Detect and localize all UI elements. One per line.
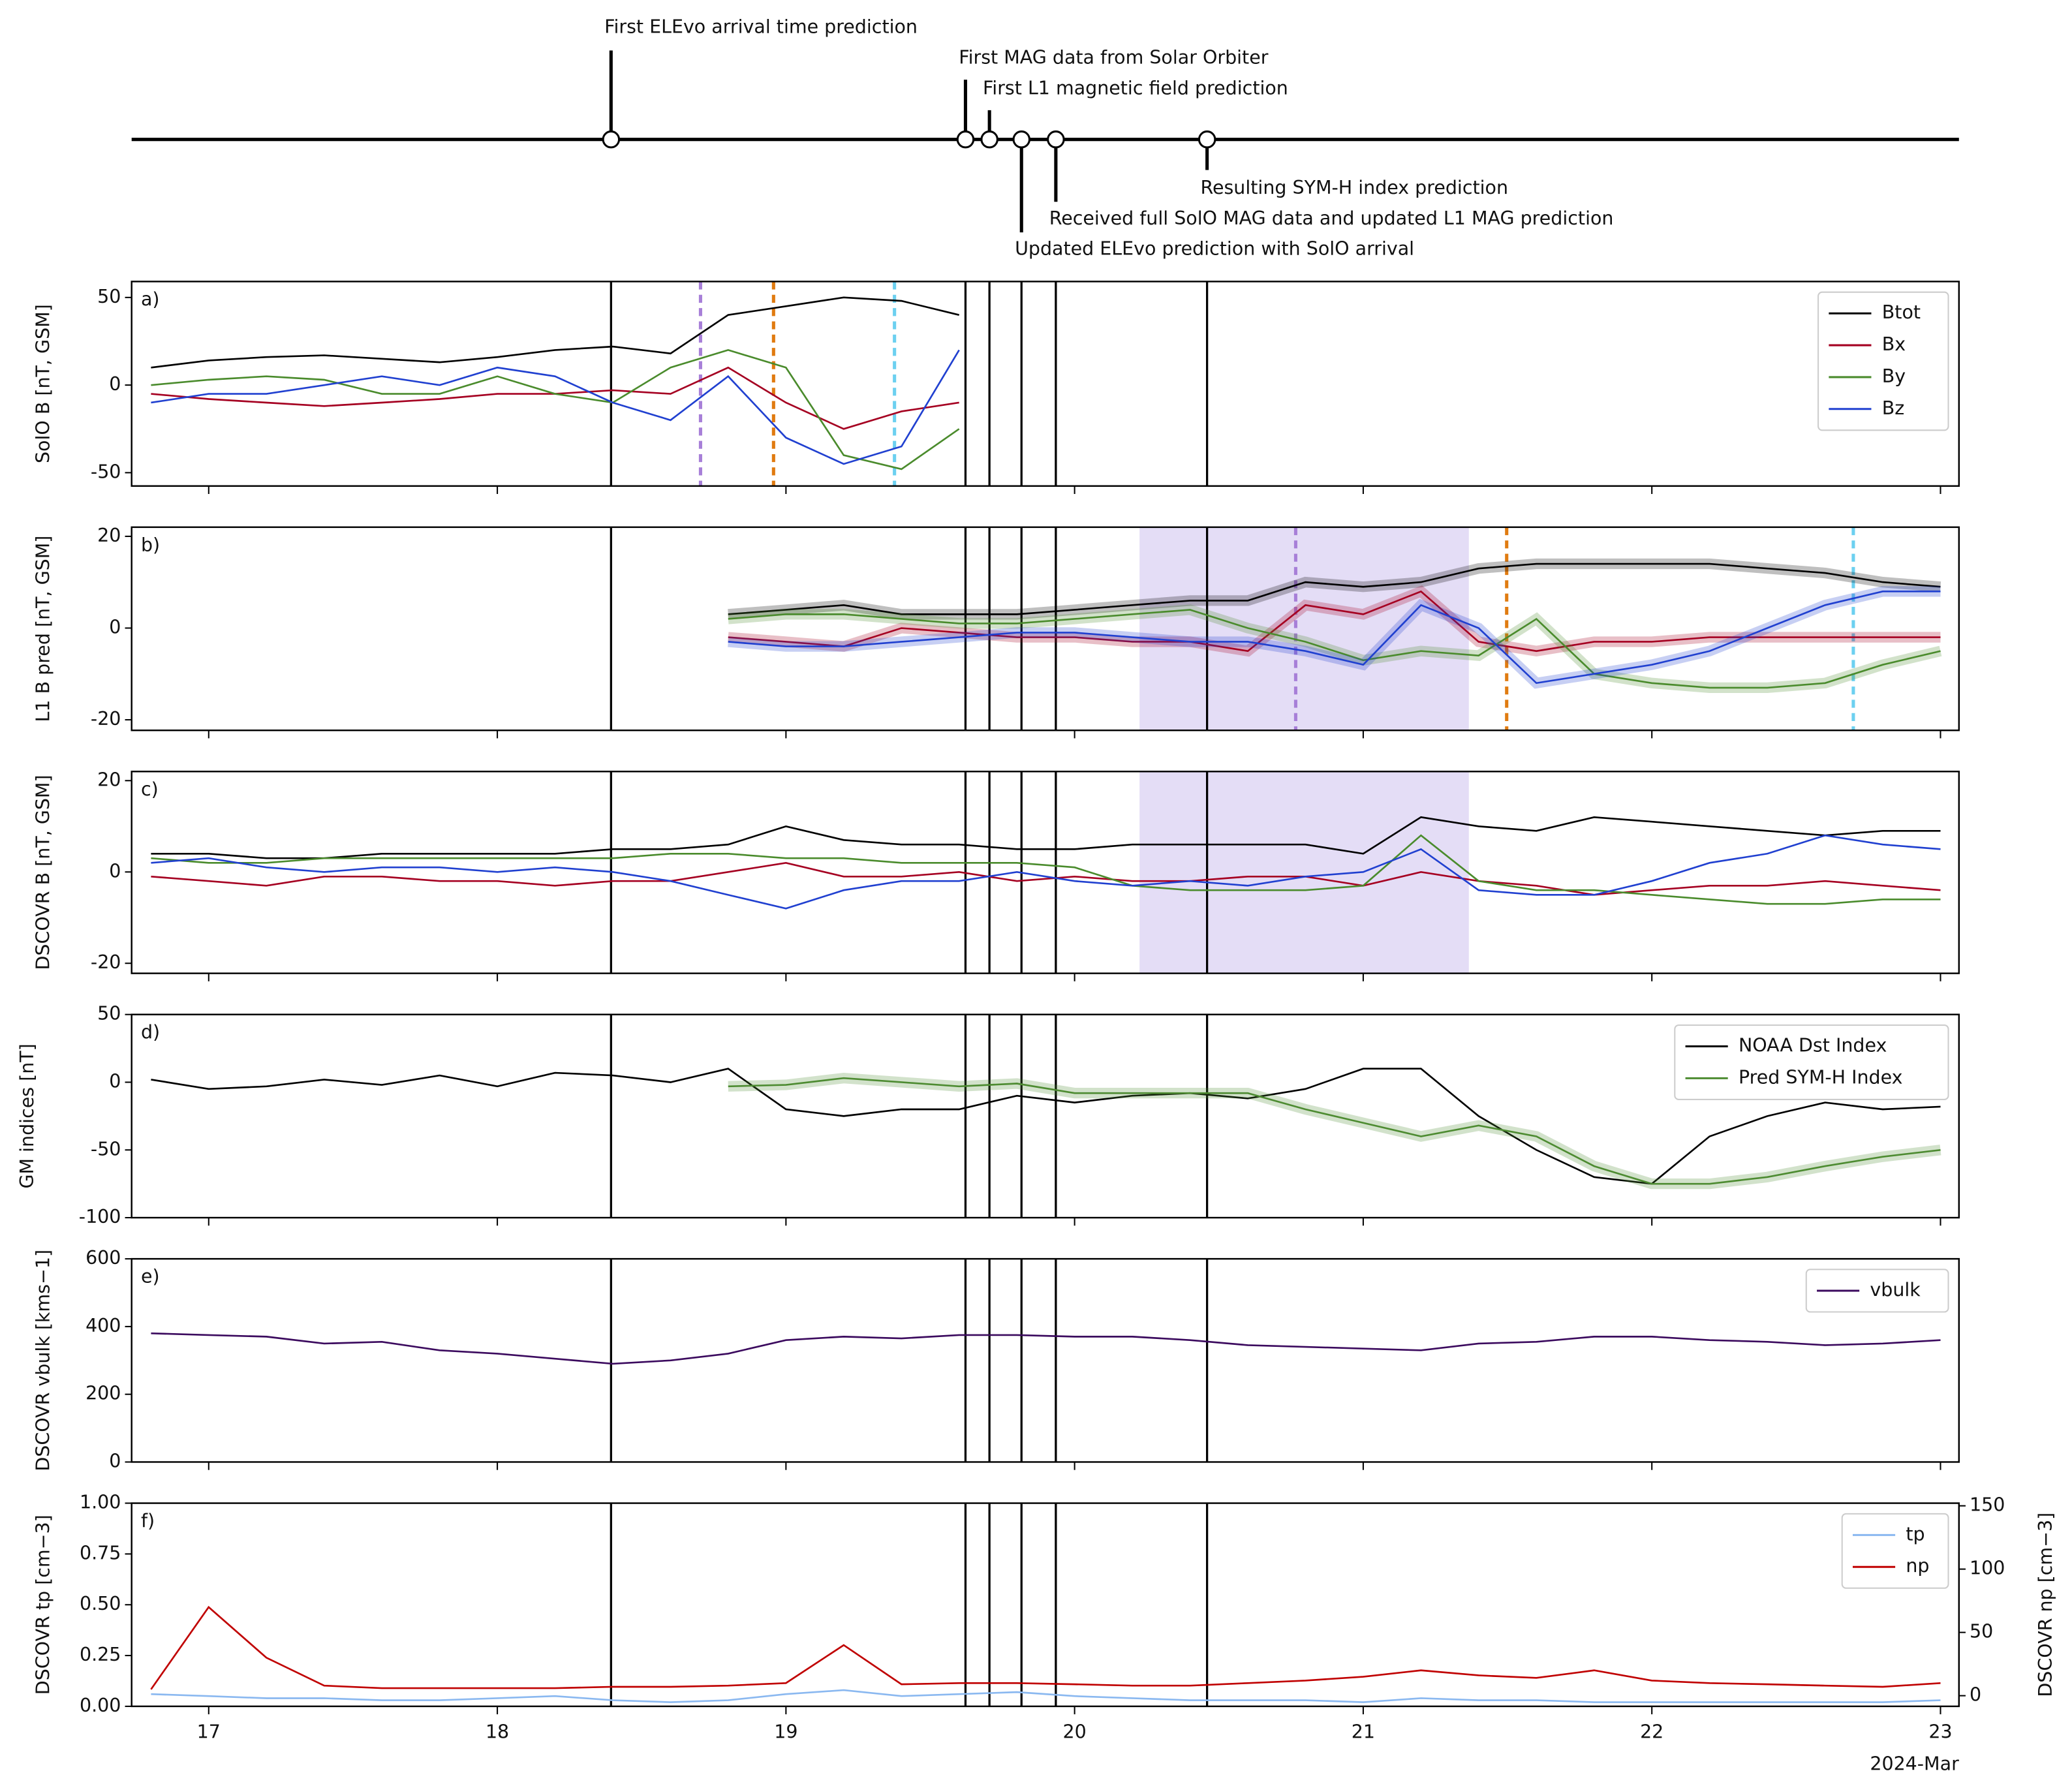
- plot-frame: [131, 1257, 1960, 1463]
- legend-label: Btot: [1882, 301, 1921, 323]
- x-axis-label: 2024-Mar: [1870, 1753, 1959, 1774]
- y2-tick-label: 150: [1970, 1494, 2005, 1516]
- y-tick-label: 20: [97, 769, 121, 790]
- legend-label: tp: [1906, 1523, 1925, 1545]
- y2-tick-label: 50: [1970, 1621, 1993, 1642]
- timeline-event: [602, 130, 621, 149]
- y-tick-label: 0: [109, 860, 121, 882]
- series-line: [728, 609, 1941, 689]
- series-line: [150, 1605, 1941, 1690]
- x-tick-label: 20: [1063, 1721, 1087, 1743]
- x-tick-label: 22: [1640, 1721, 1663, 1743]
- series-line: [151, 349, 960, 470]
- y-tick-label: -20: [91, 708, 121, 730]
- series-line: [151, 834, 1941, 910]
- plot-frame: [131, 771, 1960, 974]
- legend-box: [1805, 1269, 1949, 1313]
- legend-label: np: [1906, 1555, 1929, 1577]
- timeline-label: First L1 magnetic field prediction: [983, 77, 1288, 99]
- y-tick-label: 0: [109, 373, 121, 395]
- series-line: [151, 834, 1941, 905]
- y-tick-label: 50: [97, 286, 121, 307]
- y-tick-label: -20: [91, 951, 121, 973]
- series-line: [151, 349, 960, 465]
- panel-label: c): [141, 778, 159, 800]
- y-tick-label: 0: [109, 1450, 121, 1471]
- plot-frame: [131, 1013, 1960, 1219]
- timeline-event: [1047, 130, 1065, 149]
- y-tick-label: 0.50: [80, 1593, 121, 1614]
- legend-label: By: [1882, 365, 1906, 387]
- y-tick-label: 200: [85, 1383, 121, 1404]
- timeline-event: [1012, 130, 1030, 149]
- y-tick-label: -50: [91, 461, 121, 482]
- y-axis-label: SolO B [nT, GSM]: [32, 304, 54, 463]
- timeline-event: [956, 130, 975, 149]
- y-tick-label: 20: [97, 525, 121, 546]
- timeline-label: First ELEvo arrival time prediction: [604, 16, 918, 38]
- y-tick-label: 0.00: [80, 1695, 121, 1716]
- y-tick-label: 0.75: [80, 1542, 121, 1563]
- series-line: [151, 296, 959, 369]
- plot-frame: [131, 281, 1960, 487]
- series-line: [151, 1068, 1941, 1185]
- legend-box: [1817, 291, 1949, 431]
- y-axis-label: DSCOVR B [nT, GSM]: [32, 775, 54, 970]
- plot-frame: [131, 526, 1960, 731]
- series-line: [151, 1689, 1941, 1703]
- series-line: [151, 1332, 1941, 1365]
- panel-label: b): [141, 534, 160, 555]
- shaded-span: [1139, 771, 1469, 974]
- y2-tick-label: 100: [1970, 1558, 2005, 1579]
- y-axis-label: GM indices [nT]: [16, 1043, 38, 1188]
- y-axis-label: L1 B pred [nT, GSM]: [32, 536, 54, 722]
- x-tick-label: 17: [197, 1721, 221, 1743]
- legend-label: Bz: [1882, 397, 1904, 419]
- y-tick-label: 0: [109, 1070, 121, 1092]
- series-line: [728, 590, 1941, 653]
- timeline-event: [1198, 130, 1216, 149]
- y-tick-label: 0.25: [80, 1644, 121, 1665]
- series-line: [151, 861, 1941, 896]
- x-tick-label: 19: [774, 1721, 797, 1743]
- y-tick-label: -100: [79, 1206, 121, 1227]
- y-tick-label: 600: [85, 1247, 121, 1269]
- y-axis-label: DSCOVR tp [cm−3]: [32, 1515, 54, 1695]
- y-tick-label: 400: [85, 1315, 121, 1336]
- y-axis-label: DSCOVR vbulk [kms−1]: [32, 1250, 54, 1471]
- timeline-label: First MAG data from Solar Orbiter: [959, 47, 1268, 69]
- shaded-span: [1139, 527, 1469, 731]
- panel-label: e): [141, 1266, 160, 1287]
- x-tick-label: 18: [486, 1721, 509, 1743]
- legend-label: NOAA Dst Index: [1739, 1035, 1887, 1056]
- timeline-label: Received full SolO MAG data and updated …: [1049, 208, 1614, 229]
- x-tick-label: 21: [1352, 1721, 1375, 1743]
- series-line: [728, 1077, 1941, 1185]
- series-line: [728, 562, 1941, 615]
- legend-label: Pred SYM-H Index: [1739, 1066, 1903, 1088]
- y2-axis-label: DSCOVR np [cm−3]: [2035, 1513, 2056, 1697]
- timeline-event: [980, 130, 998, 149]
- series-line: [728, 591, 1941, 685]
- legend-box: [1674, 1024, 1949, 1100]
- y-tick-label: 1.00: [80, 1492, 121, 1513]
- y-tick-label: 0: [109, 616, 121, 638]
- plot-frame: [131, 1502, 1960, 1708]
- legend-box: [1841, 1513, 1949, 1589]
- timeline-label: Resulting SYM-H index prediction: [1200, 177, 1508, 198]
- series-line: [151, 816, 1941, 859]
- legend-label: vbulk: [1870, 1279, 1921, 1301]
- y-tick-label: -50: [91, 1138, 121, 1160]
- panel-label: d): [141, 1021, 160, 1043]
- legend-label: Bx: [1882, 333, 1906, 355]
- y2-tick-label: 0: [1970, 1684, 1981, 1706]
- timeline-label: Updated ELEvo prediction with SolO arriv…: [1015, 238, 1414, 260]
- y-tick-label: 50: [97, 1003, 121, 1024]
- x-tick-label: 23: [1928, 1721, 1952, 1743]
- panel-label: f): [141, 1510, 155, 1532]
- panel-label: a): [141, 288, 160, 310]
